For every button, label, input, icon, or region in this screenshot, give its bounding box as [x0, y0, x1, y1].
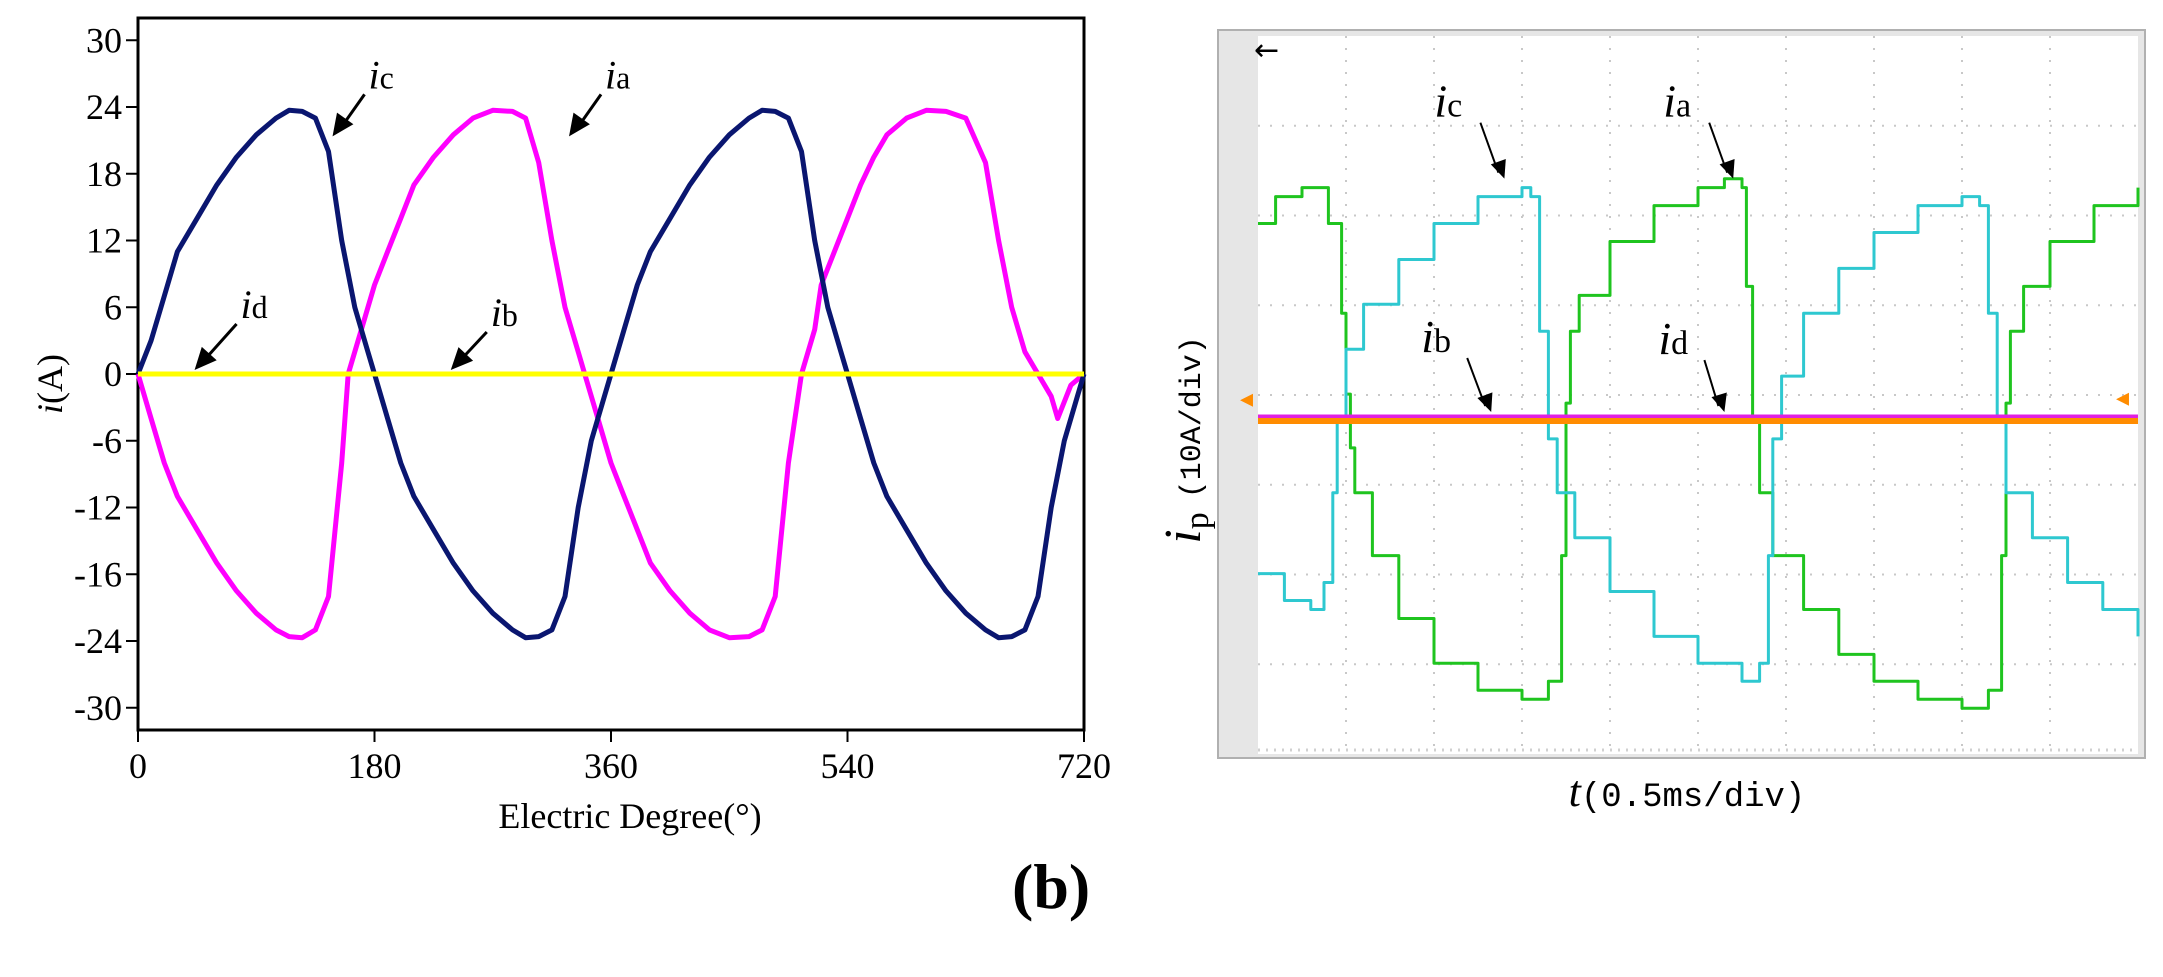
left-annotation-arrowhead: [450, 347, 474, 370]
right-annotation-a: ia: [1663, 76, 1691, 127]
left-x-tick-label: 180: [348, 746, 402, 786]
left-annotation-a: ia: [605, 52, 630, 97]
left-annotation-arrowhead: [194, 346, 217, 370]
right-ground-marker-right: ◂: [2116, 383, 2129, 413]
left-y-tick-label: -12: [74, 488, 122, 528]
left-y-tick-label: 0: [104, 354, 122, 394]
left-annotation-subscript: a: [616, 59, 630, 95]
right-series-group: [1258, 177, 2140, 710]
right-annotation-b: ib: [1421, 311, 1451, 362]
left-y-tick-label: -24: [74, 621, 122, 661]
right-annotation-subscript: a: [1676, 88, 1691, 125]
right-annotation-c: ic: [1434, 76, 1462, 127]
right-ground-marker-left: ◂: [1240, 384, 1253, 414]
right-annotation-arrowhead: [1711, 392, 1727, 413]
right-series-ia: [1258, 177, 2140, 710]
right-annotation-d: id: [1658, 313, 1688, 364]
left-annotation-arrowhead: [332, 112, 354, 137]
left-y-ticks: 30 24 18 12 6 0 -6 -12 -16 -24 -30: [74, 20, 138, 728]
left-x-tick-label: 540: [821, 746, 875, 786]
right-annotation-subscript: b: [1434, 323, 1451, 360]
left-y-tick-label: -30: [74, 688, 122, 728]
left-y-tick-label: -16: [74, 554, 122, 594]
left-annotation-arrowhead: [569, 112, 590, 137]
right-annotation-symbol: i: [1658, 313, 1671, 364]
right-annotation-symbol: i: [1434, 76, 1447, 127]
left-y-tick-label: 6: [104, 287, 122, 327]
right-annotation-arrowhead: [1719, 159, 1735, 179]
right-y-axis-label: ip(10A/div): [1155, 336, 1216, 543]
left-annotation-subscript: d: [252, 289, 268, 325]
left-x-tick-label: 360: [584, 746, 638, 786]
left-series-ia: [135, 107, 1086, 641]
left-y-tick-label: 30: [86, 20, 122, 60]
right-x-axis-label: t(0.5ms/div): [1569, 767, 1806, 817]
left-annotation-symbol: i: [605, 52, 616, 97]
left-y-tick-label: 24: [86, 87, 122, 127]
left-annotation-symbol: i: [491, 290, 502, 335]
right-annotation-arrowhead: [1490, 159, 1506, 179]
left-x-ticks: 0 180 360 540 720: [129, 730, 1111, 786]
left-annotation-subscript: b: [502, 297, 518, 333]
right-annotation-symbol: i: [1663, 76, 1676, 127]
left-x-tick-label: 0: [129, 746, 147, 786]
chart-left: 30 24 18 12 6 0 -6 -12 -16 -24 -30 0 180 360 540 720 i…: [30, 16, 1111, 836]
left-y-axis-label: i(A): [30, 354, 70, 414]
left-y-tick-label: 18: [86, 154, 122, 194]
left-x-axis-label: Electric Degree(°): [498, 796, 761, 836]
left-y-tick-label: -6: [92, 421, 122, 461]
left-annotation-c: ic: [369, 52, 394, 97]
left-annotation-symbol: i: [241, 282, 252, 327]
right-annotation-subscript: c: [1447, 88, 1462, 125]
left-series-group: [135, 107, 1087, 641]
right-trigger-marker: ←: [1254, 33, 1279, 68]
right-annotation-arrowhead: [1477, 392, 1493, 413]
left-x-tick-label: 720: [1057, 746, 1111, 786]
right-annotation-symbol: i: [1421, 311, 1434, 362]
right-annotation-subscript: d: [1671, 325, 1688, 362]
left-y-tick-label: 12: [86, 221, 122, 261]
left-annotation-subscript: c: [380, 59, 394, 95]
left-annotation-symbol: i: [369, 52, 380, 97]
right-series-ic: [1258, 186, 2140, 683]
panel-label: (b): [1012, 851, 1091, 922]
left-annotation-b: ib: [491, 290, 518, 335]
right-grid: [1258, 36, 2138, 754]
left-annotation-d: id: [241, 282, 268, 327]
